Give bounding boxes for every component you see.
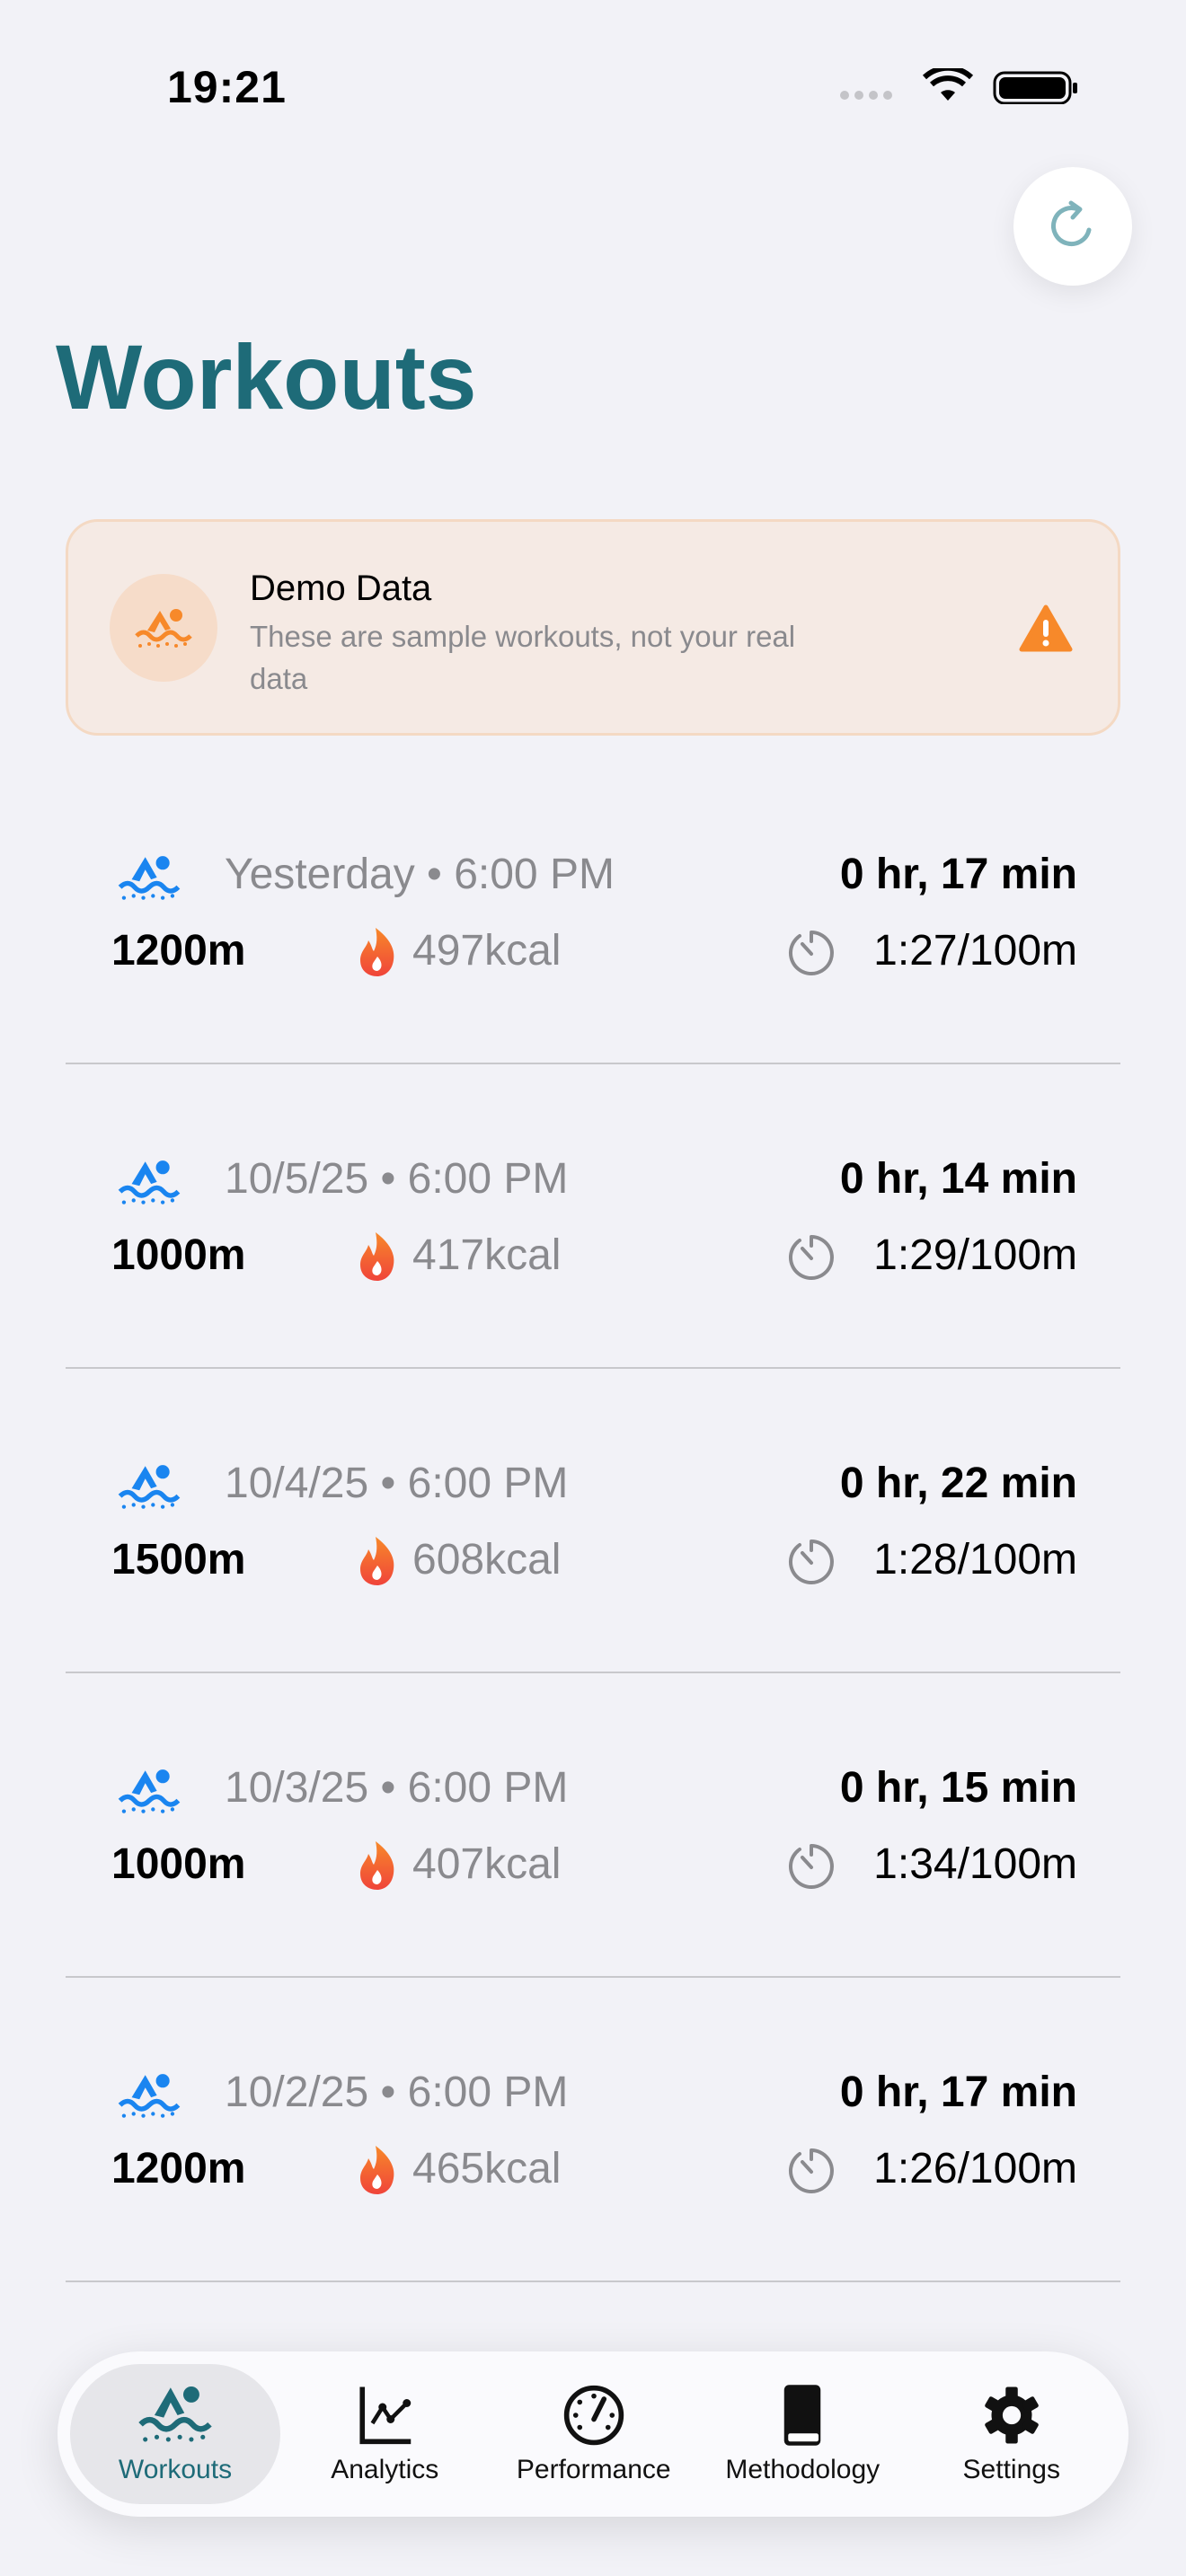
- chart-line-icon: [359, 2386, 412, 2445]
- workout-date: 10/2/25 • 6:00 PM: [225, 2069, 569, 2116]
- swimmer-icon-badge: [110, 574, 217, 682]
- flame-icon: [360, 1537, 394, 1585]
- tab-settings[interactable]: Settings: [907, 2364, 1117, 2504]
- workout-calories: 417kcal: [412, 1231, 562, 1279]
- workout-distance: 1200m: [111, 927, 246, 975]
- workout-duration: 0 hr, 22 min: [839, 1460, 1077, 1507]
- swimmer-icon: [138, 2386, 212, 2442]
- swimmer-icon: [118, 856, 181, 900]
- timer-icon: [789, 1844, 834, 1889]
- arrow-clockwise-icon: [1051, 200, 1092, 246]
- tab-label: Analytics: [331, 2455, 439, 2484]
- workout-row[interactable]: 10/3/25 • 6:00 PM 0 hr, 15 min 1000m 407kca…: [0, 1673, 1186, 1978]
- workout-calories: 407kcal: [412, 1840, 562, 1888]
- timer-icon: [789, 1539, 834, 1584]
- flame-icon: [360, 1841, 394, 1890]
- flame-icon: [360, 1232, 394, 1281]
- workout-pace: 1:29/100m: [873, 1231, 1077, 1279]
- page-title: Workouts: [56, 326, 477, 428]
- workout-distance: 1000m: [111, 1231, 246, 1279]
- gear-icon: [984, 2386, 1040, 2444]
- status-time: 19:21: [167, 62, 287, 112]
- workout-date: Yesterday • 6:00 PM: [225, 851, 615, 898]
- swimmer-icon: [135, 609, 192, 648]
- workout-date: 10/3/25 • 6:00 PM: [225, 1764, 569, 1812]
- status-icons: [840, 65, 1083, 105]
- swimmer-icon: [118, 1160, 181, 1204]
- tab-bar: Workouts Analytics Performance Methodolo…: [58, 2351, 1128, 2517]
- row-divider: [66, 1672, 1120, 1673]
- flame-icon: [360, 2146, 394, 2194]
- tab-label: Workouts: [118, 2455, 233, 2484]
- warning-icon: [1019, 604, 1073, 652]
- workout-row[interactable]: Yesterday • 6:00 PM 0 hr, 17 min 1200m 497k…: [0, 760, 1186, 1064]
- banner-subtitle: These are sample workouts, not your real…: [250, 620, 796, 695]
- workout-date: 10/5/25 • 6:00 PM: [225, 1155, 569, 1203]
- workout-duration: 0 hr, 17 min: [839, 851, 1077, 898]
- tab-label: Methodology: [725, 2455, 881, 2484]
- workout-row[interactable]: 10/5/25 • 6:00 PM 0 hr, 14 min 1000m 417kca…: [0, 1064, 1186, 1369]
- workout-distance: 1500m: [111, 1536, 246, 1584]
- timer-icon: [789, 1235, 834, 1280]
- workout-row[interactable]: 10/2/25 • 6:00 PM 0 hr, 17 min 1200m 465kca…: [0, 1978, 1186, 2282]
- timer-icon: [789, 931, 834, 975]
- workout-duration: 0 hr, 17 min: [839, 2069, 1077, 2116]
- book-icon: [784, 2385, 821, 2446]
- demo-data-banner: Demo Data These are sample workouts, not…: [66, 519, 1120, 736]
- workout-pace: 1:26/100m: [873, 2145, 1077, 2192]
- swimmer-icon: [118, 1769, 181, 1813]
- row-divider: [66, 1976, 1120, 1978]
- workout-pace: 1:27/100m: [873, 927, 1077, 975]
- refresh-button[interactable]: [1013, 167, 1132, 286]
- workout-date: 10/4/25 • 6:00 PM: [225, 1460, 569, 1507]
- tab-methodology[interactable]: Methodology: [698, 2364, 907, 2504]
- row-divider: [66, 1367, 1120, 1369]
- workout-duration: 0 hr, 14 min: [839, 1155, 1077, 1203]
- tab-analytics[interactable]: Analytics: [280, 2364, 490, 2504]
- workout-calories: 497kcal: [412, 927, 562, 975]
- workout-distance: 1200m: [111, 2145, 246, 2192]
- signal-wifi-battery-icon: [840, 65, 1077, 105]
- workout-pace: 1:34/100m: [873, 1840, 1077, 1888]
- workout-distance: 1000m: [111, 1840, 246, 1888]
- workout-pace: 1:28/100m: [873, 1536, 1077, 1584]
- tab-performance[interactable]: Performance: [490, 2364, 699, 2504]
- flame-icon: [360, 928, 394, 976]
- tab-workouts[interactable]: Workouts: [70, 2364, 280, 2504]
- tab-label: Settings: [962, 2455, 1060, 2484]
- timer-icon: [789, 2148, 834, 2193]
- row-divider: [66, 2280, 1120, 2282]
- workout-calories: 465kcal: [412, 2145, 562, 2192]
- row-divider: [66, 1063, 1120, 1064]
- swimmer-icon: [118, 2074, 181, 2118]
- workout-row[interactable]: 10/4/25 • 6:00 PM 0 hr, 22 min 1500m 608kca…: [0, 1369, 1186, 1673]
- workout-calories: 608kcal: [412, 1536, 562, 1584]
- swimmer-icon: [118, 1465, 181, 1509]
- tab-label: Performance: [516, 2455, 671, 2484]
- gauge-icon: [563, 2385, 624, 2446]
- banner-title: Demo Data: [250, 569, 432, 608]
- workout-duration: 0 hr, 15 min: [839, 1764, 1077, 1812]
